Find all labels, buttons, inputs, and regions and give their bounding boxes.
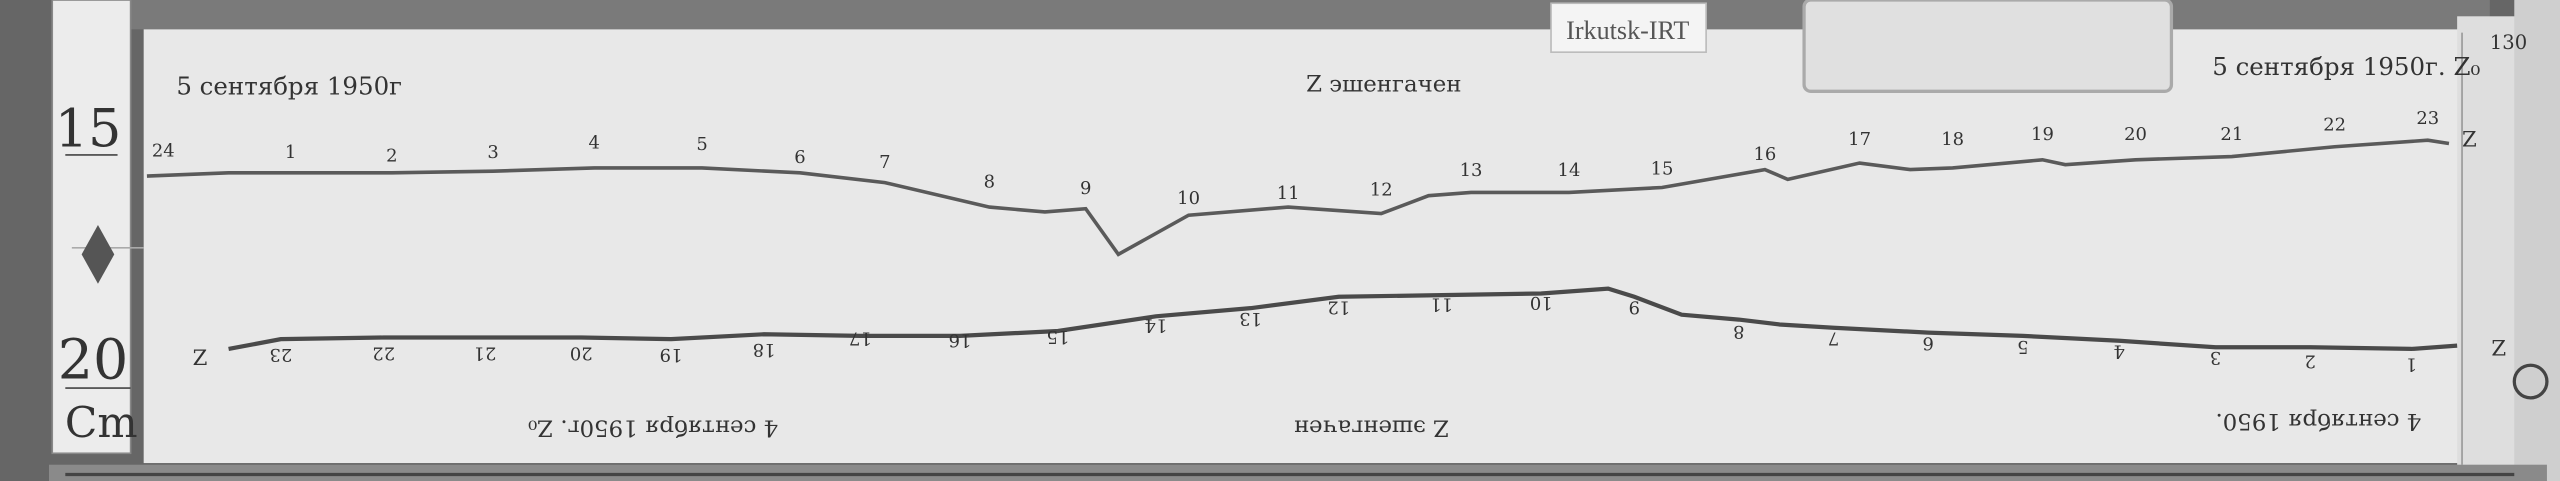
margin-note: 130 (2490, 31, 2527, 54)
upper-hour-mark: 11 (1277, 183, 1300, 204)
upper-hour-mark: 24 (152, 141, 175, 162)
lower-hour-mark: 19 (660, 344, 683, 365)
ruler (51, 0, 132, 455)
upper-hour-mark: 2 (386, 145, 397, 166)
upper-date-left: 5 сентября 1950г (176, 72, 402, 101)
upper-date-right: 5 сентября 1950г. Z₀ (2212, 52, 2480, 81)
upper-trace-end-label: Z (2462, 128, 2477, 153)
ruler-mark-15: 15 (55, 100, 121, 160)
lower-date-right: 4 сентября 1950. (2215, 408, 2421, 434)
lower-hour-mark: 22 (372, 342, 395, 363)
lower-trace-start-label: Z (193, 346, 208, 371)
upper-hour-mark: 15 (1651, 158, 1674, 179)
lower-hour-mark: 3 (2210, 347, 2221, 368)
upper-hour-mark: 16 (1753, 144, 1776, 165)
lower-hour-mark: 20 (570, 342, 593, 363)
lower-hour-mark: 9 (1629, 297, 1640, 318)
ruler-unit: Cm (65, 399, 138, 448)
lower-hour-mark: 18 (753, 339, 776, 360)
upper-hour-mark: 1 (285, 142, 296, 163)
upper-hour-mark: 8 (984, 172, 995, 193)
lower-hour-mark: 15 (1047, 326, 1070, 347)
lower-hour-mark: 6 (1922, 333, 1933, 354)
upper-hour-mark: 7 (879, 152, 890, 173)
glass-clip (1802, 0, 2174, 93)
lower-hour-mark: 10 (1530, 292, 1553, 313)
upper-hour-mark: 9 (1080, 178, 1091, 199)
upper-hour-mark: 23 (2416, 108, 2439, 129)
lower-hour-mark: 23 (269, 344, 292, 365)
paper (143, 29, 2471, 464)
upper-hour-mark: 6 (794, 147, 805, 168)
lower-hour-mark: 2 (2304, 350, 2315, 371)
lower-hour-mark: 11 (1430, 293, 1453, 314)
upper-hour-mark: 5 (696, 134, 707, 155)
upper-hour-mark: 22 (2323, 114, 2346, 135)
lower-trace-end-label: Z (2491, 336, 2506, 361)
lower-hour-mark: 4 (2113, 341, 2124, 362)
lower-hour-mark: 1 (2406, 354, 2417, 375)
upper-hour-mark: 12 (1370, 180, 1393, 201)
lower-component-title: Z эшенгачен (1294, 415, 1449, 441)
lower-hour-mark: 13 (1239, 308, 1262, 329)
upper-hour-mark: 10 (1177, 188, 1200, 209)
station-label-card (1550, 2, 1707, 53)
ring-icon (2512, 363, 2549, 400)
upper-hour-mark: 20 (2124, 124, 2147, 145)
upper-hour-mark: 14 (1558, 160, 1581, 181)
lower-hour-mark: 17 (849, 328, 872, 349)
lower-hour-mark: 7 (1828, 328, 1839, 349)
upper-component-title: Z эшенгачен (1306, 71, 1461, 97)
lower-hour-mark: 21 (473, 342, 496, 363)
right-scale-strip (2457, 16, 2523, 470)
ruler-mark-20: 20 (58, 328, 129, 392)
upper-hour-mark: 18 (1941, 129, 1964, 150)
upper-z-trace (146, 138, 2450, 257)
lower-hour-mark: 14 (1144, 315, 1167, 336)
lower-z-trace (228, 286, 2458, 352)
lower-hour-mark: 8 (1733, 321, 1744, 342)
upper-hour-mark: 21 (2220, 124, 2243, 145)
lower-hour-mark: 5 (2017, 336, 2028, 357)
upper-hour-mark: 3 (487, 142, 498, 163)
upper-hour-mark: 17 (1848, 129, 1871, 150)
upper-hour-mark: 4 (589, 132, 600, 153)
lower-hour-mark: 16 (949, 329, 972, 350)
upper-hour-mark: 19 (2031, 124, 2054, 145)
upper-hour-mark: 13 (1460, 160, 1483, 181)
station-label: Irkutsk-IRT (1566, 16, 1689, 45)
lower-date-left: 4 сентября 1950г. Z₀ (528, 415, 778, 441)
right-edge (2514, 0, 2560, 481)
lower-hour-mark: 12 (1327, 297, 1350, 318)
